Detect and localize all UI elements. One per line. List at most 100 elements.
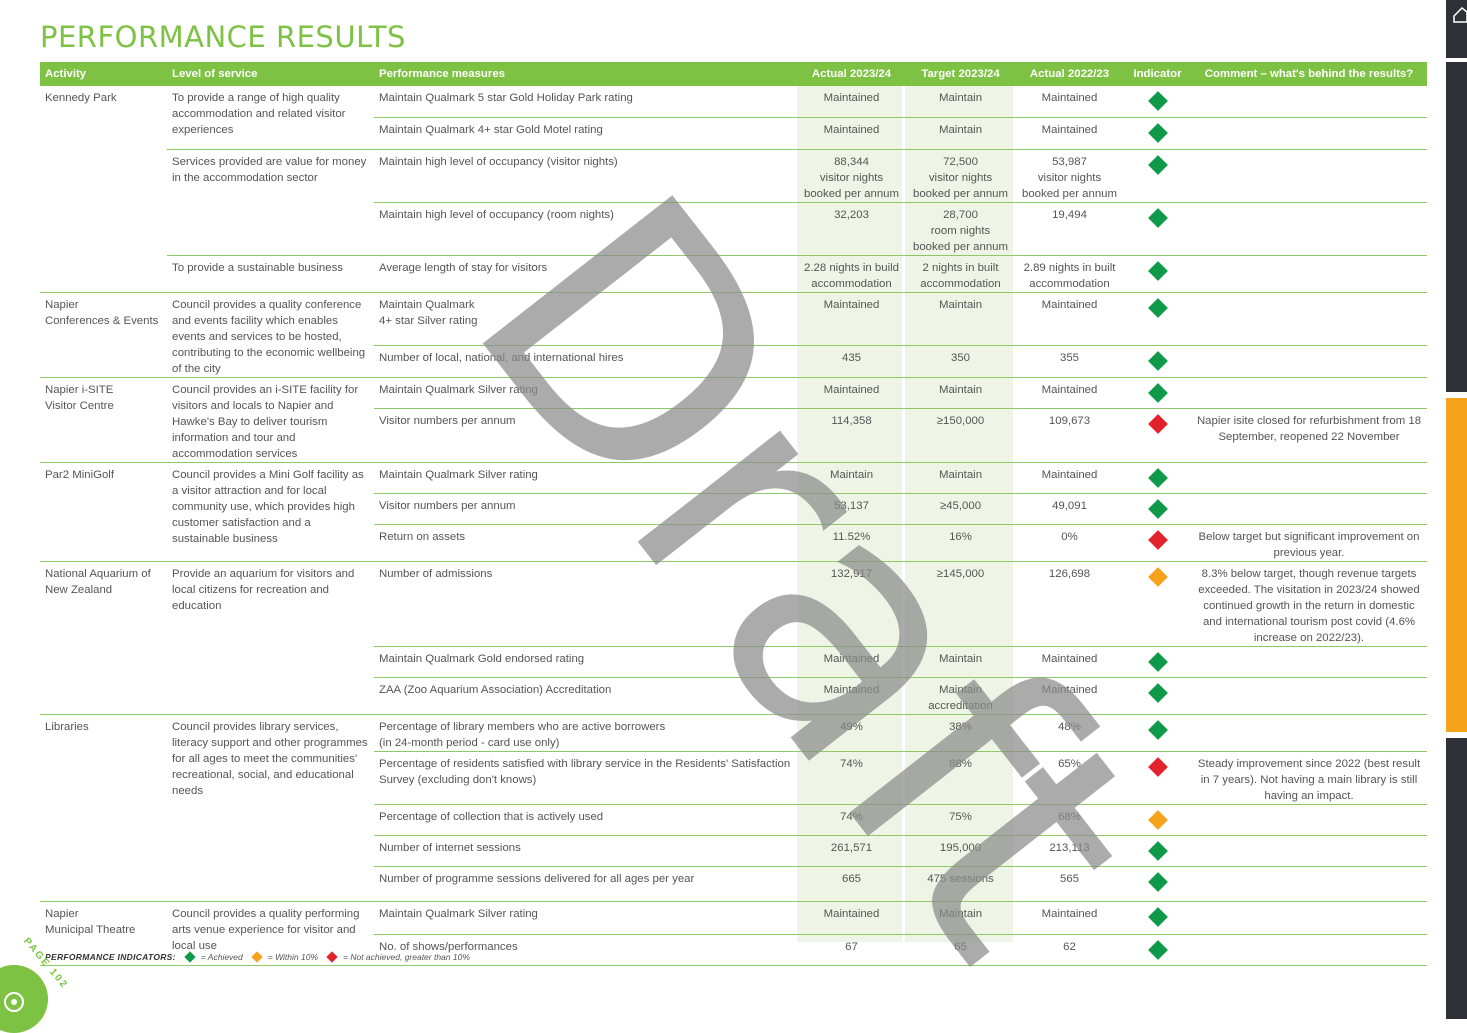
comment-cell bbox=[1191, 149, 1427, 203]
level-of-service-cell: Council provides a Mini Golf facility as… bbox=[167, 462, 374, 562]
indicator-cell bbox=[1124, 345, 1191, 378]
actual-value-cell: 88,344 visitor nights booked per annum bbox=[797, 149, 906, 203]
achieved-diamond-icon bbox=[1147, 122, 1168, 143]
prev-value-cell: 213,113 bbox=[1015, 835, 1124, 867]
actual-value-cell: Maintained bbox=[797, 292, 906, 346]
target-value-cell: ≥150,000 bbox=[906, 408, 1015, 463]
indicator-cell bbox=[1124, 835, 1191, 867]
achieved-diamond-icon bbox=[1147, 260, 1168, 281]
side-tab-section-active[interactable] bbox=[1446, 398, 1467, 732]
home-icon bbox=[1453, 6, 1467, 23]
actual-value-cell: 67 bbox=[797, 934, 906, 966]
achieved-diamond-icon bbox=[1147, 207, 1168, 228]
comment-cell bbox=[1191, 345, 1427, 378]
achieved-diamond-icon bbox=[1147, 382, 1168, 403]
prev-value-cell: 565 bbox=[1015, 866, 1124, 902]
indicator-cell bbox=[1124, 462, 1191, 494]
target-value-cell: Maintain bbox=[906, 901, 1015, 935]
activity-cell: Kennedy Park bbox=[40, 86, 167, 293]
target-value-cell: Maintain bbox=[906, 646, 1015, 678]
comment-cell bbox=[1191, 86, 1427, 118]
comment-cell: Below target but significant improvement… bbox=[1191, 524, 1427, 562]
actual-value-cell: Maintained bbox=[797, 901, 906, 935]
side-tab-section-1[interactable] bbox=[1446, 62, 1467, 392]
actual-value-cell: 261,571 bbox=[797, 835, 906, 867]
performance-measure-cell: Return on assets bbox=[374, 524, 797, 562]
table-row: Return on assets 11.52% 16% 0% Below target … bbox=[40, 524, 1427, 562]
legend-label: PERFORMANCE INDICATORS: bbox=[45, 952, 176, 962]
performance-measure-cell: Maintain Qualmark 4+ star Silver rating bbox=[374, 292, 797, 346]
table-row: Napier Conferences & Events Council provi… bbox=[40, 292, 1427, 378]
performance-measure-cell: Maintain Qualmark Gold endorsed rating bbox=[374, 646, 797, 678]
table-row: ZAA (Zoo Aquarium Association) Accredita… bbox=[40, 677, 1427, 715]
within-diamond-icon bbox=[251, 951, 263, 963]
side-tab-section-3[interactable] bbox=[1446, 738, 1467, 1019]
table-row: Par2 MiniGolf Council provides a Mini Gol… bbox=[40, 462, 1427, 562]
performance-measure-cell: Visitor numbers per annum bbox=[374, 408, 797, 463]
achieved-diamond-icon bbox=[1147, 871, 1168, 892]
performance-measure-cell: Maintain high level of occupancy (visito… bbox=[374, 149, 797, 203]
col-header-target-2324: Target 2023/24 bbox=[906, 62, 1015, 86]
target-value-cell: Maintain bbox=[906, 117, 1015, 150]
actual-value-cell: 2.28 nights in build accommodation bbox=[797, 255, 906, 293]
comment-cell bbox=[1191, 804, 1427, 836]
prev-value-cell: 65% bbox=[1015, 751, 1124, 805]
performance-measure-cell: No. of shows/performances bbox=[374, 934, 797, 966]
level-of-service-cell: Council provides a quality performing ar… bbox=[167, 901, 374, 966]
col-header-actual-2324: Actual 2023/24 bbox=[797, 62, 906, 86]
performance-measure-cell: Maintain Qualmark Silver rating bbox=[374, 377, 797, 409]
actual-value-cell: Maintained bbox=[797, 677, 906, 715]
achieved-diamond-icon bbox=[1147, 91, 1168, 111]
activity-cell: Napier Municipal Theatre bbox=[40, 901, 167, 966]
indicator-cell bbox=[1124, 524, 1191, 562]
performance-measure-cell: Number of programme sessions delivered f… bbox=[374, 866, 797, 902]
actual-value-cell: Maintain bbox=[797, 462, 906, 494]
prev-value-cell: Maintained bbox=[1015, 901, 1124, 935]
actual-value-cell: Maintained bbox=[797, 117, 906, 150]
target-value-cell: Maintain accreditation bbox=[906, 677, 1015, 715]
comment-cell bbox=[1191, 934, 1427, 966]
prev-value-cell: 126,698 bbox=[1015, 561, 1124, 647]
target-value-cell: 475 sessions bbox=[906, 866, 1015, 902]
col-header-level: Level of service bbox=[167, 62, 374, 86]
performance-measure-cell: ZAA (Zoo Aquarium Association) Accredita… bbox=[374, 677, 797, 715]
level-of-service-cell: Council provides library services, liter… bbox=[167, 714, 374, 902]
target-value-cell: 16% bbox=[906, 524, 1015, 562]
actual-value-cell: 32,203 bbox=[797, 202, 906, 256]
col-header-comment: Comment – what's behind the results? bbox=[1191, 62, 1427, 86]
page-title: PERFORMANCE RESULTS bbox=[40, 20, 406, 54]
prev-value-cell: 48% bbox=[1015, 714, 1124, 752]
not-achieved-diamond-icon bbox=[1147, 529, 1168, 550]
performance-measure-cell: Visitor numbers per annum bbox=[374, 493, 797, 525]
indicator-cell bbox=[1124, 677, 1191, 715]
achieved-diamond-icon bbox=[1147, 651, 1168, 672]
legend-achieved: = Achieved bbox=[200, 952, 243, 962]
indicator-cell bbox=[1124, 86, 1191, 118]
target-value-cell: Maintain bbox=[906, 292, 1015, 346]
indicator-cell bbox=[1124, 377, 1191, 409]
target-value-cell: 38% bbox=[906, 714, 1015, 752]
actual-value-cell: 53,137 bbox=[797, 493, 906, 525]
target-value-cell: 65 bbox=[906, 934, 1015, 966]
performance-measure-cell: Maintain Qualmark 4+ star Gold Motel rat… bbox=[374, 117, 797, 150]
target-value-cell: 195,000 bbox=[906, 835, 1015, 867]
comment-cell bbox=[1191, 117, 1427, 150]
side-tab-home[interactable] bbox=[1446, 0, 1467, 58]
prev-value-cell: 0% bbox=[1015, 524, 1124, 562]
table-row: Number of local, national, and internati… bbox=[40, 345, 1427, 378]
comment-cell bbox=[1191, 835, 1427, 867]
performance-results-table: Activity Level of service Performance me… bbox=[40, 62, 1427, 966]
col-header-actual-2223: Actual 2022/23 bbox=[1015, 62, 1124, 86]
performance-measure-cell: Percentage of residents satisfied with l… bbox=[374, 751, 797, 805]
comment-cell bbox=[1191, 292, 1427, 346]
indicator-cell bbox=[1124, 714, 1191, 752]
comment-cell: Napier isite closed for refurbishment fr… bbox=[1191, 408, 1427, 463]
actual-value-cell: 74% bbox=[797, 751, 906, 805]
actual-value-cell: 11.52% bbox=[797, 524, 906, 562]
table-row: Number of internet sessions 261,571 195,00… bbox=[40, 835, 1427, 867]
comment-cell: 8.3% below target, though revenue target… bbox=[1191, 561, 1427, 647]
indicator-cell bbox=[1124, 408, 1191, 463]
comment-cell bbox=[1191, 714, 1427, 752]
prev-value-cell: 109,673 bbox=[1015, 408, 1124, 463]
performance-measure-cell: Maintain high level of occupancy (room n… bbox=[374, 202, 797, 256]
